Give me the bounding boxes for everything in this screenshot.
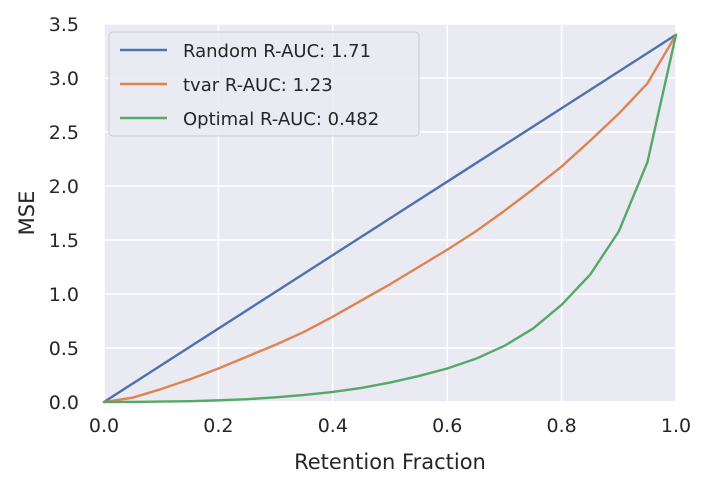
legend: Random R-AUC: 1.71 tvar R-AUC: 1.23 Optima… bbox=[108, 31, 420, 137]
x-tick-label: 0.0 bbox=[89, 415, 119, 437]
x-tick-label: 0.4 bbox=[318, 415, 348, 437]
series-line-2 bbox=[102, 33, 678, 404]
y-tick-label: 3.5 bbox=[49, 14, 79, 36]
series-line-1 bbox=[102, 33, 678, 404]
legend-label-1: tvar R-AUC: 1.23 bbox=[183, 75, 333, 96]
legend-label-0: Random R-AUC: 1.71 bbox=[183, 41, 371, 62]
x-tick-label: 1.0 bbox=[661, 415, 691, 437]
y-tick-label: 2.5 bbox=[49, 122, 79, 144]
y-axis-label: MSE bbox=[15, 191, 39, 236]
y-tick-label: 0.0 bbox=[49, 392, 79, 414]
x-tick-label: 0.2 bbox=[203, 415, 233, 437]
series-lines bbox=[102, 33, 678, 404]
legend-label-2: Optimal R-AUC: 0.482 bbox=[183, 109, 379, 130]
x-axis-ticks: 0.0 0.2 0.4 0.6 0.8 1.0 bbox=[89, 415, 691, 437]
y-tick-label: 2.0 bbox=[49, 176, 79, 198]
legend-box bbox=[108, 31, 420, 137]
y-tick-label: 3.0 bbox=[49, 68, 79, 90]
y-tick-label: 0.5 bbox=[49, 338, 79, 360]
series-line-0 bbox=[102, 33, 678, 404]
y-axis-ticks: 0.0 0.5 1.0 1.5 2.0 2.5 3.0 3.5 bbox=[49, 14, 79, 414]
x-axis-label: Retention Fraction bbox=[294, 450, 486, 474]
y-tick-label: 1.0 bbox=[49, 284, 79, 306]
y-tick-label: 1.5 bbox=[49, 230, 79, 252]
x-tick-label: 0.8 bbox=[546, 415, 576, 437]
x-tick-label: 0.6 bbox=[432, 415, 462, 437]
